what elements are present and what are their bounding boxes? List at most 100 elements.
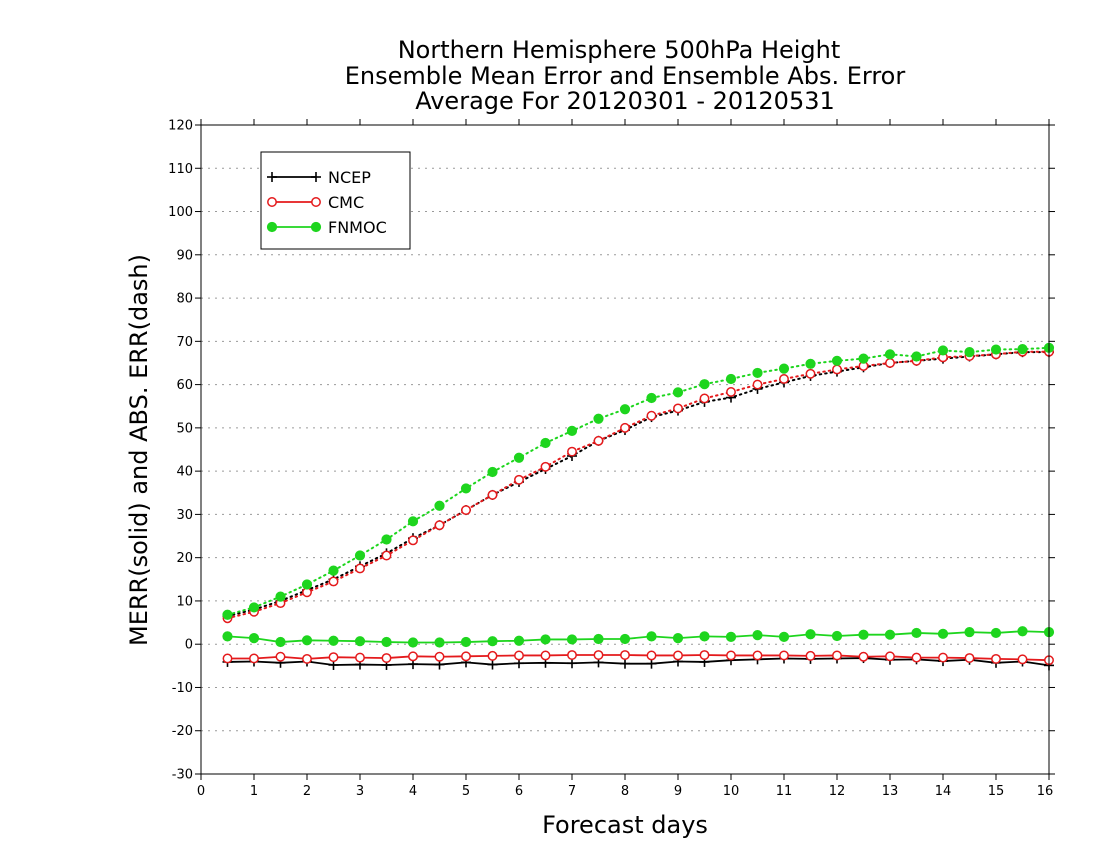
y-tick-label: -30	[172, 768, 193, 783]
data-point-fnmoc-abs-err	[778, 363, 790, 374]
legend-entry-cmc: CMC	[267, 193, 364, 212]
data-point-cmc-abs-err	[646, 410, 657, 421]
legend-marker-start-cmc	[267, 197, 277, 207]
y-tick-label: 10	[176, 594, 193, 609]
data-point-fnmoc-abs-err	[381, 534, 392, 545]
data-point-fnmoc-merr	[248, 633, 260, 644]
data-point-fnmoc-abs-err	[354, 550, 366, 561]
data-point-fnmoc-abs-err	[937, 345, 949, 356]
data-point-fnmoc-abs-err	[487, 466, 498, 478]
data-point-fnmoc-abs-err	[1017, 344, 1028, 355]
data-point-fnmoc-abs-err	[831, 355, 843, 366]
y-axis-label: MERR(solid) and ABS. ERR(dash)	[125, 254, 153, 646]
data-point-fnmoc-merr	[831, 630, 843, 642]
data-point-fnmoc-merr	[354, 636, 366, 647]
y-tick-label: 50	[176, 421, 193, 436]
y-tick-label: -20	[172, 724, 193, 739]
x-tick-label: 8	[621, 784, 629, 799]
data-point-cmc-merr	[567, 650, 577, 660]
data-point-fnmoc-abs-err	[725, 373, 737, 385]
data-point-fnmoc-abs-err	[990, 344, 1002, 355]
data-point-cmc-merr	[752, 650, 763, 661]
data-point-cmc-merr	[593, 650, 604, 660]
legend-marker-start-fnmoc	[266, 221, 278, 233]
data-point-cmc-merr	[275, 651, 286, 662]
data-point-cmc-merr	[858, 651, 869, 662]
data-point-cmc-merr	[514, 650, 524, 661]
data-point-cmc-abs-err	[487, 489, 498, 500]
data-point-cmc-abs-err	[673, 403, 683, 414]
data-point-fnmoc-merr	[407, 637, 419, 648]
data-point-cmc-merr	[832, 650, 842, 661]
series-fnmoc	[222, 342, 1055, 648]
series-ncep	[222, 347, 1054, 671]
series-line-fnmoc-abs-err	[226, 346, 1050, 616]
data-point-cmc-merr	[1017, 654, 1028, 665]
data-point-fnmoc-merr	[566, 634, 578, 645]
data-point-fnmoc-merr	[301, 635, 313, 646]
legend-marker-end-cmc	[311, 197, 321, 207]
data-point-cmc-abs-err	[779, 374, 789, 384]
y-tick-label: 100	[168, 205, 193, 220]
x-tick-label: 16	[1037, 784, 1054, 799]
y-tick-label: 60	[176, 378, 193, 393]
data-point-fnmoc-merr	[381, 636, 392, 648]
y-tick-label: 90	[176, 248, 193, 263]
data-point-fnmoc-abs-err	[275, 591, 286, 602]
data-point-fnmoc-merr	[619, 633, 631, 645]
series-layer	[222, 342, 1055, 671]
data-point-fnmoc-merr	[328, 635, 339, 646]
data-point-cmc-merr	[302, 653, 312, 664]
x-tick-label: 3	[356, 784, 364, 799]
data-point-fnmoc-abs-err	[222, 609, 233, 620]
data-point-cmc-merr	[805, 650, 816, 661]
data-point-cmc-abs-err	[832, 364, 842, 375]
data-point-cmc-abs-err	[408, 535, 418, 546]
data-point-cmc-merr	[779, 650, 789, 661]
data-point-cmc-abs-err	[805, 368, 816, 379]
legend-marker-end-ncep	[311, 172, 321, 182]
data-point-fnmoc-abs-err	[407, 516, 419, 527]
data-point-cmc-abs-err	[328, 576, 339, 587]
x-tick-label: 12	[829, 784, 846, 799]
legend-marker-end-fnmoc	[310, 221, 322, 233]
x-tick-label: 7	[568, 784, 576, 799]
data-point-fnmoc-abs-err	[699, 379, 710, 390]
data-point-cmc-merr	[646, 650, 657, 661]
data-point-fnmoc-abs-err	[752, 367, 763, 379]
data-point-ncep-merr	[487, 659, 498, 670]
grid	[201, 167, 1049, 732]
legend-entry-fnmoc: FNMOC	[266, 218, 387, 237]
data-point-fnmoc-abs-err	[964, 347, 975, 358]
data-point-fnmoc-merr	[1017, 626, 1028, 637]
data-point-cmc-merr	[911, 652, 922, 663]
data-point-fnmoc-merr	[646, 631, 657, 642]
series-line-cmc-abs-err	[226, 350, 1050, 620]
legend-entry-ncep: NCEP	[267, 168, 371, 187]
data-point-cmc-abs-err	[752, 379, 763, 390]
legend-label-cmc: CMC	[328, 193, 364, 212]
chart-title-line-2: Ensemble Mean Error and Ensemble Abs. Er…	[345, 62, 906, 90]
data-point-fnmoc-merr	[699, 631, 710, 642]
data-point-fnmoc-merr	[937, 628, 949, 639]
x-tick-label: 11	[776, 784, 793, 799]
data-point-ncep-merr	[620, 658, 630, 669]
data-point-cmc-merr	[434, 651, 445, 662]
data-point-fnmoc-merr	[460, 636, 472, 648]
legend-label-fnmoc: FNMOC	[328, 218, 387, 237]
data-point-fnmoc-merr	[222, 631, 233, 642]
data-point-cmc-merr	[540, 650, 551, 661]
series-line-fnmoc-merr	[227, 630, 1050, 644]
legend-marker-start-ncep	[267, 172, 277, 182]
data-point-cmc-abs-err	[434, 520, 445, 531]
data-point-cmc-abs-err	[699, 393, 710, 404]
y-tick-label: -10	[172, 681, 193, 696]
data-point-cmc-abs-err	[381, 550, 392, 561]
x-tick-label: 4	[409, 784, 417, 799]
y-tick-label: 30	[176, 508, 193, 523]
data-point-cmc-merr	[699, 650, 710, 660]
x-tick-label: 9	[674, 784, 682, 799]
data-point-cmc-merr	[222, 653, 233, 664]
